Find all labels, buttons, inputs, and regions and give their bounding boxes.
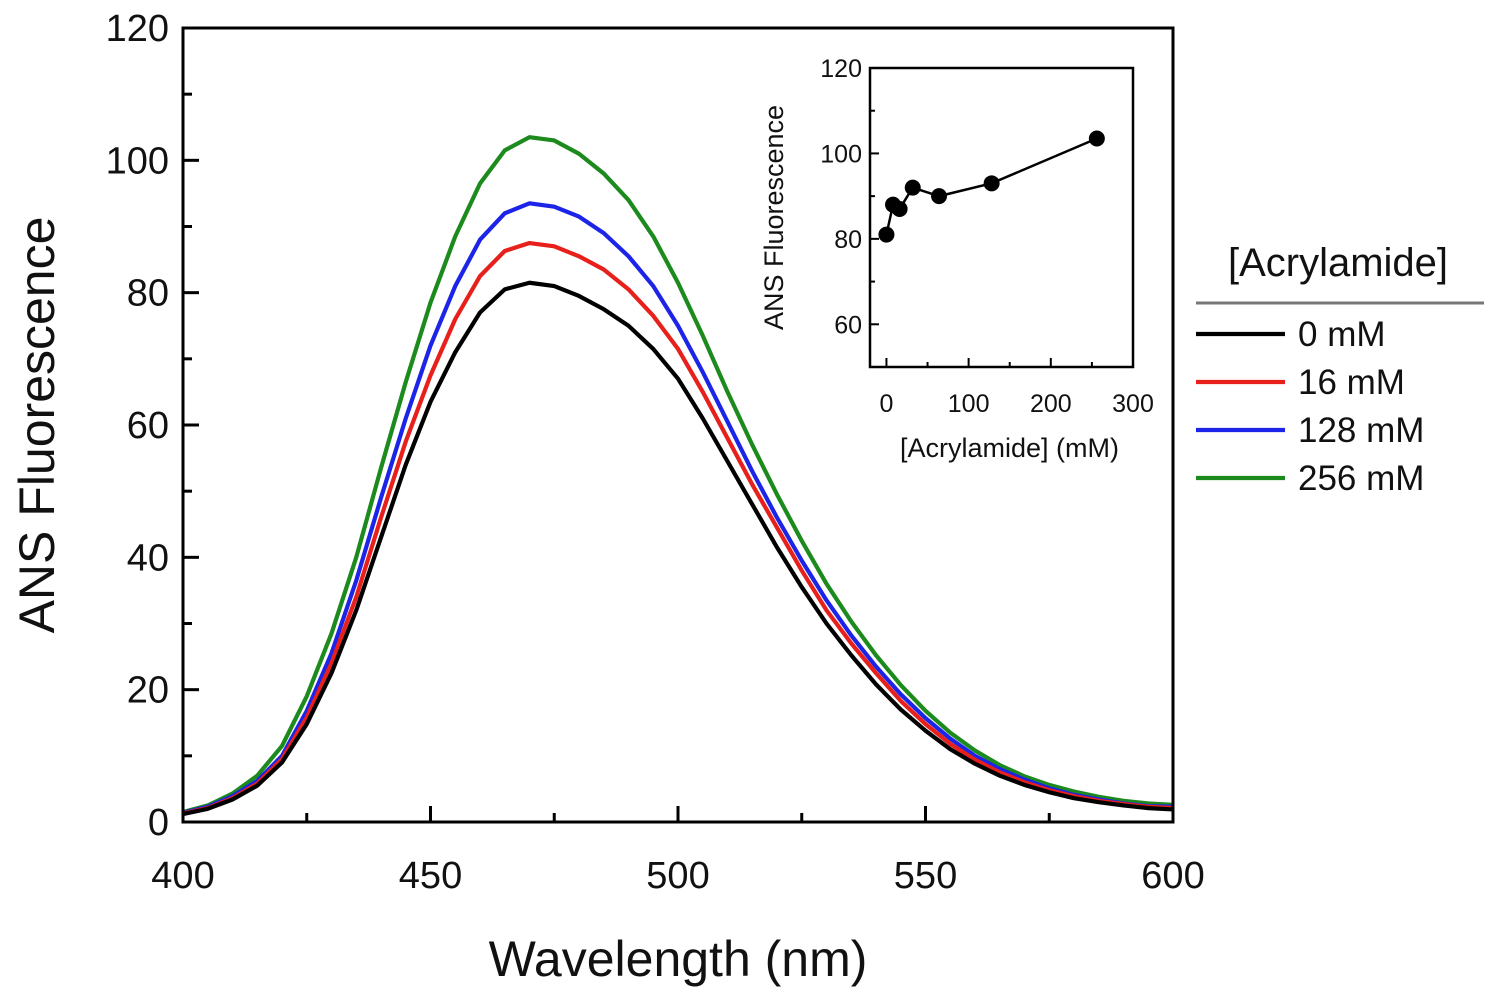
- inset-data-point: [983, 175, 1000, 192]
- inset-data-point: [1088, 130, 1105, 147]
- inset-data-point: [931, 188, 948, 205]
- series-line-0-mm: [182, 280, 1174, 817]
- inset-y-axis-title: ANS Fluorescence: [759, 105, 789, 330]
- y-tick-label: 20: [127, 670, 169, 712]
- y-tick-label: 0: [148, 802, 169, 844]
- inset-data-point: [891, 200, 908, 217]
- inset-x-tick-label: 100: [948, 390, 990, 418]
- x-tick-label: 550: [894, 855, 957, 897]
- legend-label: 128 mM: [1298, 411, 1424, 450]
- inset-y-tick-label: 80: [834, 226, 862, 254]
- inset-plot: 0 100 200 300 60 80 100 120 [Acrylamide] (mM) ANS…: [759, 55, 1154, 463]
- series-line-256-mm: [182, 135, 1174, 815]
- inset-data-point: [904, 179, 921, 196]
- x-tick-label: 600: [1141, 855, 1204, 897]
- inset-x-tick-label: 0: [879, 390, 893, 418]
- x-tick-label: 500: [646, 855, 709, 897]
- inset-plot-frame: [868, 66, 1135, 369]
- main-plot: 400 450 500 550 600020406080100120Wavelength…: [9, 8, 1205, 987]
- legend-title: [Acrylamide]: [1228, 241, 1448, 285]
- y-tick-label: 80: [127, 273, 169, 315]
- series-line-128-mm: [182, 201, 1174, 815]
- y-tick-label: 60: [127, 405, 169, 447]
- inset-x-tick-label: 200: [1030, 390, 1072, 418]
- inset-x-tick-label: 300: [1112, 390, 1154, 418]
- legend-label: 16 mM: [1298, 363, 1405, 402]
- y-tick-label: 100: [106, 140, 169, 182]
- inset-y-tick-label: 60: [834, 311, 862, 339]
- y-axis-title: ANS Fluorescence: [9, 217, 65, 634]
- inset-x-axis-title: [Acrylamide] (mM): [900, 433, 1119, 463]
- legend-label: 256 mM: [1298, 459, 1424, 498]
- inset-data-point: [878, 226, 895, 243]
- y-tick-label: 120: [106, 8, 169, 50]
- inset-y-tick-label: 120: [820, 55, 862, 83]
- x-axis-title: Wavelength (nm): [489, 931, 868, 987]
- series-line-16-mm: [182, 240, 1174, 816]
- inset-y-tick-label: 100: [820, 140, 862, 168]
- legend: [Acrylamide] 0 mM 16 mM 128 mM 256 mM: [1196, 241, 1484, 498]
- x-tick-label: 400: [151, 855, 214, 897]
- y-tick-label: 40: [127, 537, 169, 579]
- x-tick-label: 450: [399, 855, 462, 897]
- legend-label: 0 mM: [1298, 315, 1386, 354]
